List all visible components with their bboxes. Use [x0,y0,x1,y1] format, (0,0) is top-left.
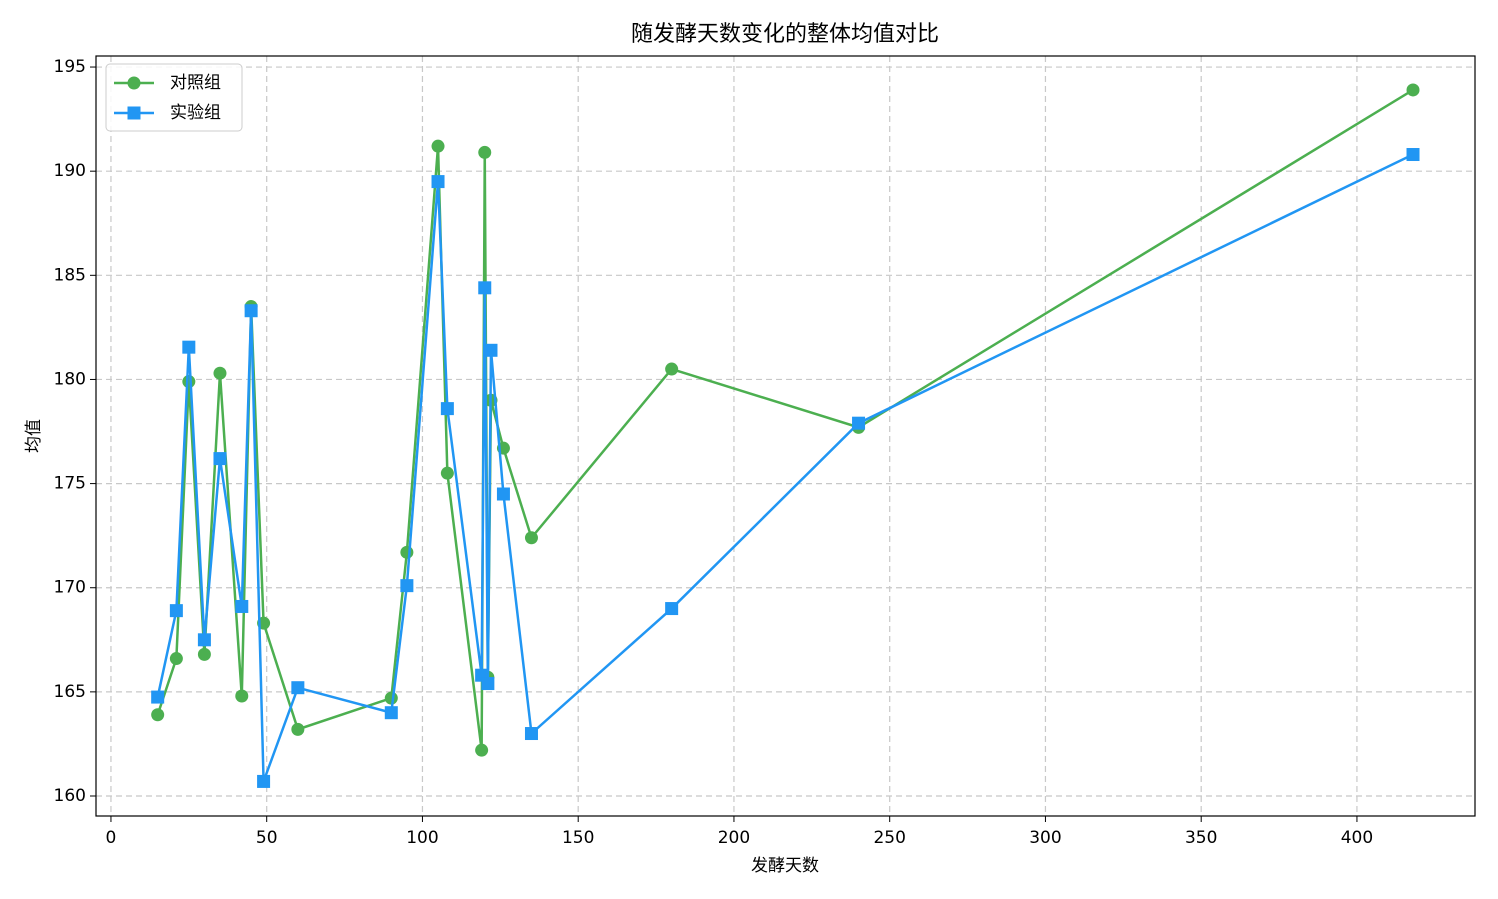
y-tick-label: 195 [54,57,86,77]
marker [400,545,414,559]
y-tick-label: 165 [54,682,86,702]
marker [431,175,445,189]
marker [182,375,196,389]
marker [235,599,249,613]
x-tick-label: 200 [718,828,750,848]
plot-frame [95,55,1476,817]
x-tick-label: 250 [873,828,905,848]
x-tick-label: 400 [1341,828,1373,848]
marker [1406,148,1420,162]
series-line [156,153,1414,782]
marker [478,145,492,159]
x-tick-label: 0 [106,828,117,848]
marker [440,402,454,416]
marker [197,647,211,661]
legend-label: 对照组 [170,73,221,93]
marker [665,362,679,376]
marker [169,604,183,618]
marker [384,706,398,720]
marker [496,487,510,501]
marker [244,304,258,318]
x-tick-label: 300 [1029,828,1061,848]
marker [475,743,489,757]
y-tick-label: 170 [54,578,86,598]
marker [852,416,866,430]
y-tick-label: 185 [54,265,86,285]
marker [440,466,454,480]
marker [478,281,492,295]
series-line [156,88,1414,751]
chart-title: 随发酵天数变化的整体均值对比 [631,22,939,47]
legend-marker [127,76,141,90]
marker [151,690,165,704]
y-tick-label: 160 [54,786,86,806]
marker [524,727,538,741]
marker [431,139,445,153]
marker [257,774,271,788]
x-tick-label: 350 [1185,828,1217,848]
marker [182,340,196,354]
marker [213,452,227,466]
marker [481,677,495,691]
y-tick-label: 190 [54,161,86,181]
marker [235,689,249,703]
x-tick-label: 100 [406,828,438,848]
marker [151,708,165,722]
y-tick-label: 175 [54,474,86,494]
marker [197,633,211,647]
y-axis-label: 均值 [24,419,44,453]
marker [291,681,305,695]
marker [524,531,538,545]
marker [169,652,183,666]
marker [665,602,679,616]
marker [213,366,227,380]
marker [484,343,498,357]
marker [400,579,414,593]
x-tick-label: 50 [256,828,278,848]
y-tick-label: 180 [54,369,86,389]
marker [1406,83,1420,97]
legend-marker [127,106,141,120]
legend-label: 实验组 [170,103,221,123]
marker [291,722,305,736]
x-axis-label: 发酵天数 [751,856,819,876]
x-tick-label: 150 [562,828,594,848]
